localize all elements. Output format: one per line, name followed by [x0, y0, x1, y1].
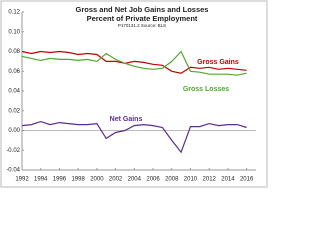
x-tick-label: 1992: [15, 177, 29, 183]
x-tick-label: 2008: [165, 177, 179, 183]
y-tick-label: 0.00: [8, 128, 20, 134]
y-tick-label: 0.04: [8, 89, 20, 95]
x-tick-label: 2000: [90, 177, 104, 183]
x-tick-label: 2004: [128, 177, 142, 183]
x-tick-label: 1996: [53, 177, 67, 183]
y-tick-label: 0.02: [8, 108, 20, 114]
y-tick-label: 0.12: [8, 10, 20, 16]
series-line: [21, 120, 247, 154]
source: P170131.2 Source: BLS: [118, 23, 166, 28]
chart-title: Gross and Net Job Gains and Losses: [76, 5, 209, 14]
series-label: Gross Losses: [183, 86, 229, 93]
y-tick-label: 0.10: [8, 29, 20, 35]
x-tick-label: 2010: [184, 177, 198, 183]
series-label: Net Gains: [110, 116, 143, 123]
x-tick-label: 2016: [240, 177, 254, 183]
series-label: Gross Gains: [197, 59, 239, 66]
y-tick-label: 0.08: [8, 49, 20, 55]
x-tick-label: 2002: [109, 177, 123, 183]
chart: Gross and Net Job Gains and Losses Perce…: [0, 0, 268, 188]
x-tick-label: 2006: [146, 177, 160, 183]
page: {"chart_data": {"type": "line", "title":…: [0, 0, 268, 188]
y-tick-label: -0.04: [6, 168, 20, 174]
x-tick-label: 2014: [221, 177, 235, 183]
y-tick-label: -0.02: [6, 148, 20, 154]
x-tick-label: 2012: [203, 177, 217, 183]
y-tick-label: 0.06: [8, 69, 20, 75]
x-tick-label: 1994: [34, 177, 48, 183]
x-tick-label: 1998: [71, 177, 85, 183]
series-line: [21, 50, 247, 74]
chart-subtitle: Percent of Private Employment: [87, 14, 198, 23]
frame: [0, 0, 268, 188]
series-line: [21, 50, 247, 76]
